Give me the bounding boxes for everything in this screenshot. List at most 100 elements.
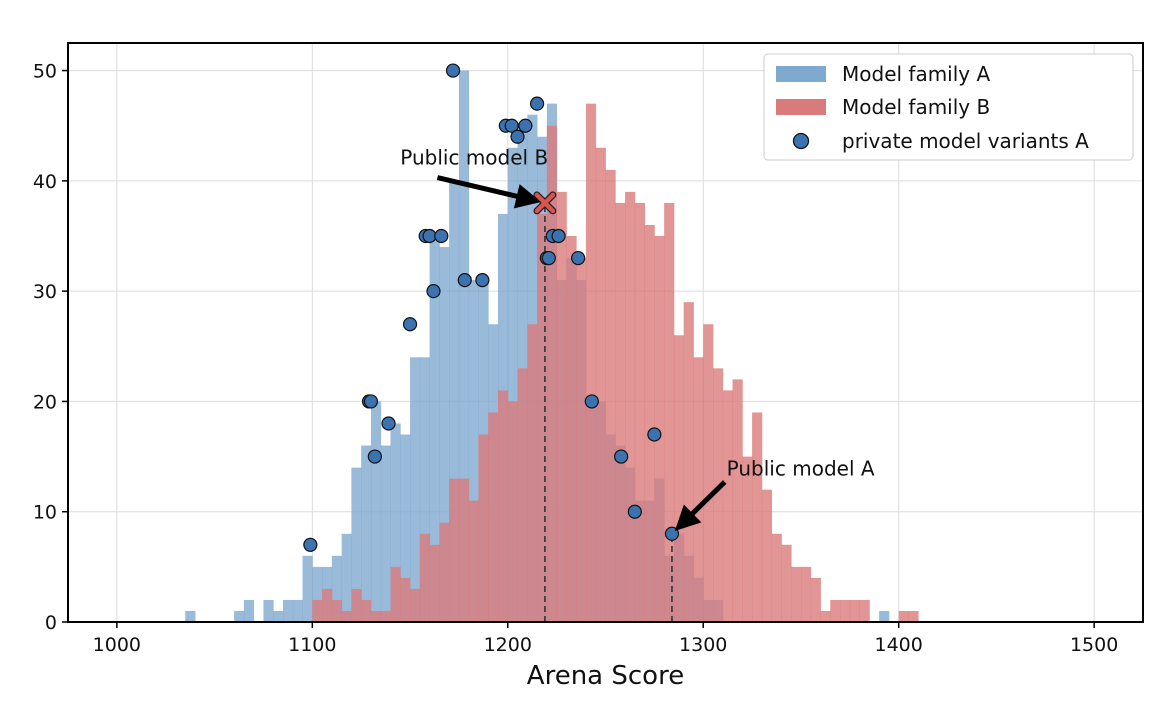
y-tick-label: 10 xyxy=(33,502,57,524)
private-variant-point xyxy=(584,394,599,409)
bar-family-b xyxy=(849,599,860,622)
private-variant-point xyxy=(422,228,437,244)
x-tick-label: 1200 xyxy=(484,634,532,656)
bar-family-b xyxy=(410,588,421,622)
bar-family-b xyxy=(683,302,694,622)
bar-family-a xyxy=(341,533,352,622)
x-tick-label: 1100 xyxy=(288,634,336,656)
bar-family-a xyxy=(283,599,294,622)
bar-family-a xyxy=(361,445,372,622)
private-variant-point xyxy=(381,416,396,431)
bar-family-b xyxy=(429,544,440,622)
private-variant-point xyxy=(518,118,533,133)
bar-family-b xyxy=(380,610,391,622)
bar-family-b xyxy=(634,202,645,622)
bar-family-a xyxy=(263,599,274,622)
bar-family-b xyxy=(742,456,753,622)
legend-label-private-variants: private model variants A xyxy=(842,129,1089,153)
bar-family-b xyxy=(478,434,489,622)
bar-family-b xyxy=(830,599,841,622)
x-axis-title: Arena Score xyxy=(527,661,684,691)
bar-family-a xyxy=(468,280,479,622)
bar-family-b xyxy=(527,324,538,622)
y-tick-label: 40 xyxy=(33,171,57,193)
private-variant-point xyxy=(445,63,461,78)
private-variant-point xyxy=(551,228,566,244)
bar-family-b xyxy=(908,610,919,622)
private-variant-point xyxy=(457,273,472,288)
bar-family-b xyxy=(859,599,870,622)
private-variant-point xyxy=(363,394,379,409)
private-variant-point xyxy=(303,537,318,552)
bar-family-b xyxy=(752,412,763,622)
x-tick-label: 1400 xyxy=(875,634,923,656)
bar-family-a xyxy=(370,401,382,622)
x-axis-ticks: 1000 1100 1200 1300 1400 1500 xyxy=(93,622,1118,656)
bar-family-b xyxy=(791,566,802,622)
bar-family-b xyxy=(585,103,597,622)
bar-family-b xyxy=(517,368,528,622)
bar-family-b xyxy=(664,202,675,622)
bar-family-b xyxy=(566,236,577,622)
y-tick-label: 30 xyxy=(33,281,57,303)
y-tick-label: 0 xyxy=(45,612,57,634)
private-variant-point xyxy=(614,449,629,464)
bar-family-a xyxy=(185,610,196,622)
annotation-arrow xyxy=(436,175,542,209)
bar-family-b xyxy=(507,401,518,622)
private-variant-point xyxy=(434,228,449,244)
bar-family-b xyxy=(449,478,460,622)
bar-family-a xyxy=(234,610,245,622)
private-variant-point xyxy=(571,250,586,266)
bar-family-b xyxy=(898,610,909,622)
bar-family-b xyxy=(419,533,430,622)
private-variant-point xyxy=(529,96,545,111)
private-variant-point xyxy=(647,427,662,442)
bar-family-b xyxy=(820,610,831,622)
bar-family-b xyxy=(488,412,499,622)
bar-family-b xyxy=(439,522,450,622)
bar-family-a xyxy=(292,599,303,622)
bar-family-b xyxy=(605,169,616,623)
bar-family-a xyxy=(458,70,470,623)
bar-family-b xyxy=(390,566,401,622)
bar-family-a xyxy=(419,357,430,622)
private-variant-point xyxy=(475,273,490,288)
annotation-arrow xyxy=(674,480,727,531)
legend-box xyxy=(763,53,1134,161)
bar-family-a xyxy=(400,434,411,622)
reference-lines xyxy=(544,202,673,622)
bar-family-b xyxy=(703,324,714,622)
bar-family-a xyxy=(879,610,890,622)
bar-family-a xyxy=(312,566,323,622)
bar-family-b xyxy=(693,357,704,622)
private-variant-point xyxy=(367,449,382,464)
bar-family-b xyxy=(840,599,851,622)
bar-family-b xyxy=(615,202,626,622)
bar-family-b xyxy=(576,258,587,622)
bar-family-b xyxy=(312,599,323,622)
bar-family-b xyxy=(713,368,724,622)
x-tick-label: 1300 xyxy=(679,634,727,656)
y-tick-label: 20 xyxy=(33,391,57,413)
private-variant-point xyxy=(510,129,525,144)
private-variant-point xyxy=(664,526,680,541)
legend: Model family A Model family B private mo… xyxy=(763,53,1134,161)
bar-family-b xyxy=(771,533,782,622)
bar-family-a xyxy=(243,599,255,622)
bar-family-b xyxy=(322,588,333,622)
legend-label-family-a: Model family A xyxy=(842,62,990,86)
bar-family-a xyxy=(331,555,343,622)
legend-marker-private-variants xyxy=(792,132,810,150)
bar-family-b xyxy=(810,577,821,622)
bar-family-b xyxy=(361,599,372,622)
bar-family-b xyxy=(654,236,665,622)
bar-family-a xyxy=(390,423,401,622)
bar-family-b xyxy=(781,544,792,622)
legend-label-family-b: Model family B xyxy=(842,95,990,119)
bar-family-a xyxy=(449,180,460,622)
y-tick-label: 50 xyxy=(33,61,57,83)
family-b-bars xyxy=(312,103,919,623)
private-variant-point xyxy=(541,250,556,266)
